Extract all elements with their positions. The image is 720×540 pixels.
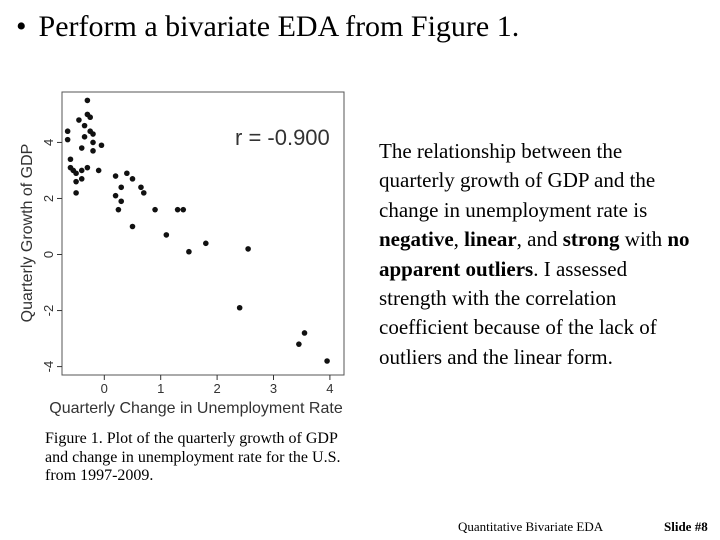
slide-title-text: Perform a bivariate EDA from Figure 1. bbox=[38, 10, 520, 43]
data-point bbox=[174, 206, 181, 213]
data-point bbox=[115, 206, 122, 213]
data-point bbox=[78, 167, 85, 174]
data-point bbox=[90, 131, 96, 137]
x-tick-label: 1 bbox=[157, 381, 164, 396]
data-point bbox=[112, 173, 119, 179]
y-tick-label: 4 bbox=[41, 139, 56, 146]
data-point bbox=[324, 358, 330, 364]
footer-title: Quantitative Bivariate EDA bbox=[458, 519, 604, 534]
data-point bbox=[98, 142, 105, 149]
data-point bbox=[78, 145, 85, 151]
data-point bbox=[163, 232, 170, 238]
figure-caption: Figure 1. Plot of the quarterly growth o… bbox=[45, 430, 341, 484]
data-point bbox=[152, 206, 158, 213]
data-point bbox=[236, 304, 243, 311]
data-point bbox=[73, 178, 79, 185]
bullet-icon: • bbox=[16, 10, 27, 43]
data-point bbox=[245, 246, 251, 252]
data-point bbox=[186, 248, 192, 255]
data-point bbox=[73, 190, 79, 196]
data-point bbox=[140, 190, 147, 196]
y-tick-label: 2 bbox=[41, 195, 56, 202]
plot-frame bbox=[61, 91, 345, 376]
description-segment: , and bbox=[516, 227, 563, 252]
data-point bbox=[76, 117, 82, 123]
description-segment: The relationship between the quarterly g… bbox=[379, 139, 656, 222]
data-point bbox=[81, 134, 88, 140]
y-axis: -4 -2 0 2 4 bbox=[41, 139, 62, 373]
y-tick-label: -4 bbox=[41, 361, 56, 373]
data-point bbox=[296, 341, 302, 347]
description-text: The relationship between the quarterly g… bbox=[379, 137, 699, 372]
data-point bbox=[67, 156, 74, 163]
data-point bbox=[118, 184, 125, 191]
description-bold-term: negative bbox=[379, 227, 454, 252]
data-point bbox=[180, 206, 187, 213]
correlation-annotation: r = -0.900 bbox=[235, 125, 330, 150]
y-axis-label: Quarterly Growth of GDP bbox=[19, 144, 36, 323]
description-segment: with bbox=[619, 227, 668, 252]
slide-title: • Perform a bivariate EDA from Figure 1. bbox=[16, 10, 519, 44]
x-axis-label: Quarterly Change in Unemployment Rate bbox=[49, 400, 343, 417]
slide-number: Slide #8 bbox=[664, 519, 708, 534]
description-segment: , bbox=[453, 227, 465, 252]
data-point bbox=[95, 167, 102, 174]
data-point bbox=[73, 170, 79, 177]
data-point bbox=[81, 122, 88, 129]
data-point bbox=[129, 223, 136, 230]
x-tick-label: 2 bbox=[213, 381, 220, 396]
data-points bbox=[64, 97, 330, 364]
y-tick-label: 0 bbox=[41, 251, 56, 258]
data-point bbox=[203, 240, 209, 247]
data-point bbox=[118, 198, 125, 205]
description-bold-term: strong bbox=[562, 227, 620, 252]
data-point bbox=[112, 192, 119, 199]
description-bold-term: linear bbox=[464, 227, 517, 252]
data-point bbox=[87, 114, 93, 121]
data-point bbox=[64, 136, 71, 143]
data-point bbox=[78, 176, 85, 182]
data-point bbox=[90, 148, 96, 154]
data-point bbox=[124, 170, 130, 177]
x-axis: 0 1 2 3 4 bbox=[101, 375, 334, 396]
data-point bbox=[301, 330, 308, 336]
data-point bbox=[84, 164, 91, 171]
data-point bbox=[84, 97, 91, 104]
x-tick-label: 3 bbox=[270, 381, 277, 396]
x-tick-label: 0 bbox=[101, 381, 108, 396]
x-tick-label: 4 bbox=[326, 381, 333, 396]
data-point bbox=[90, 139, 96, 146]
scatter-plot: 0 1 2 3 4 -4 -2 0 2 4 r = -0.900 Quarterly Chang… bbox=[19, 91, 345, 417]
description-segment: . I assessed strength with the correlati… bbox=[379, 256, 657, 369]
y-tick-label: -2 bbox=[41, 305, 56, 317]
data-point bbox=[138, 184, 144, 191]
description-bold-term: no apparent outliers bbox=[379, 227, 690, 281]
data-point bbox=[129, 176, 136, 182]
data-point bbox=[64, 128, 71, 135]
